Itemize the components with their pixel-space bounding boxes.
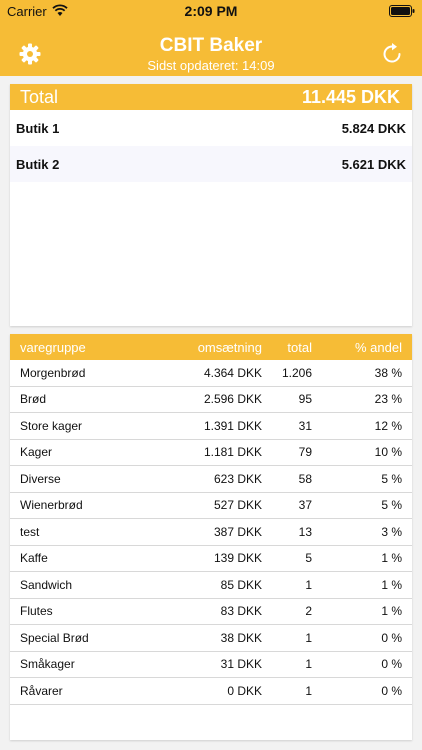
gear-icon[interactable] bbox=[18, 42, 42, 66]
cell-total: 2 bbox=[305, 604, 312, 619]
cell-share: 1 % bbox=[381, 551, 402, 566]
store-value: 5.621 DKK bbox=[341, 156, 406, 172]
product-group-table: varegruppe omsætning total % andel Morge… bbox=[10, 334, 412, 740]
last-updated-label: Sidst opdateret: 14:09 bbox=[147, 58, 275, 73]
cell-revenue: 85 DKK bbox=[220, 577, 262, 592]
cell-total: 95 bbox=[298, 392, 312, 407]
cell-revenue: 139 DKK bbox=[213, 551, 262, 566]
table-row[interactable]: Brød 2.596 DKK 95 23 % bbox=[10, 387, 412, 413]
table-row[interactable]: Råvarer 0 DKK 1 0 % bbox=[10, 678, 412, 705]
table-row[interactable]: Wienerbrød 527 DKK 37 5 % bbox=[10, 493, 412, 519]
total-label: Total bbox=[20, 86, 59, 107]
cell-total: 58 bbox=[298, 471, 312, 486]
cell-revenue: 387 DKK bbox=[213, 524, 262, 539]
store-name: Butik 1 bbox=[16, 120, 60, 136]
cell-revenue: 0 DKK bbox=[227, 683, 262, 698]
app-header: Carrier 2:09 PM CBIT Baker Sidst opdater… bbox=[0, 0, 422, 76]
cell-share: 1 % bbox=[381, 577, 402, 592]
cell-group: Flutes bbox=[20, 604, 53, 619]
cell-share: 0 % bbox=[381, 683, 402, 698]
cell-revenue: 31 DKK bbox=[220, 657, 262, 672]
column-header-revenue: omsætning bbox=[197, 339, 262, 355]
wifi-icon bbox=[52, 4, 68, 16]
cell-total: 1.206 bbox=[281, 365, 312, 380]
cell-share: 10 % bbox=[374, 445, 402, 460]
cell-revenue: 527 DKK bbox=[213, 498, 262, 513]
cell-revenue: 83 DKK bbox=[220, 604, 262, 619]
cell-total: 1 bbox=[305, 630, 312, 645]
table-row[interactable]: Sandwich 85 DKK 1 1 % bbox=[10, 572, 412, 599]
cell-group: Brød bbox=[20, 392, 47, 407]
store-value: 5.824 DKK bbox=[341, 120, 406, 136]
column-header-group: varegruppe bbox=[20, 339, 86, 355]
cell-share: 38 % bbox=[374, 365, 402, 380]
cell-total: 37 bbox=[298, 498, 312, 513]
column-header-total: total bbox=[287, 339, 312, 355]
cell-share: 0 % bbox=[381, 657, 402, 672]
table-header: varegruppe omsætning total % andel bbox=[10, 334, 412, 360]
table-row[interactable]: Kager 1.181 DKK 79 10 % bbox=[10, 440, 412, 466]
cell-total: 5 bbox=[305, 551, 312, 566]
cell-total: 79 bbox=[298, 445, 312, 460]
cell-share: 1 % bbox=[381, 604, 402, 619]
refresh-icon[interactable] bbox=[380, 42, 404, 66]
cell-total: 1 bbox=[305, 683, 312, 698]
cell-group: test bbox=[20, 524, 40, 539]
table-row[interactable]: Diverse 623 DKK 58 5 % bbox=[10, 466, 412, 493]
table-row[interactable]: test 387 DKK 13 3 % bbox=[10, 519, 412, 546]
status-bar: Carrier 2:09 PM bbox=[0, 0, 422, 22]
cell-total: 13 bbox=[298, 524, 312, 539]
cell-group: Kager bbox=[20, 445, 53, 460]
cell-revenue: 38 DKK bbox=[220, 630, 262, 645]
cell-revenue: 1.181 DKK bbox=[203, 445, 262, 460]
cell-revenue: 1.391 DKK bbox=[203, 418, 262, 433]
store-summary-card: Total 11.445 DKK Butik 1 5.824 DKK Butik… bbox=[10, 84, 412, 326]
cell-group: Diverse bbox=[20, 471, 61, 486]
total-value: 11.445 DKK bbox=[301, 86, 400, 107]
carrier-label: Carrier bbox=[7, 4, 47, 19]
table-row[interactable]: Store kager 1.391 DKK 31 12 % bbox=[10, 413, 412, 440]
cell-share: 0 % bbox=[381, 630, 402, 645]
cell-share: 12 % bbox=[374, 418, 402, 433]
cell-revenue: 623 DKK bbox=[213, 471, 262, 486]
cell-group: Sandwich bbox=[20, 577, 73, 592]
cell-share: 5 % bbox=[381, 471, 402, 486]
table-row[interactable]: Kaffe 139 DKK 5 1 % bbox=[10, 546, 412, 572]
battery-icon bbox=[389, 5, 415, 17]
cell-share: 23 % bbox=[374, 392, 402, 407]
cell-group: Kaffe bbox=[20, 551, 48, 566]
table-row[interactable]: Morgenbrød 4.364 DKK 1.206 38 % bbox=[10, 360, 412, 387]
cell-group: Morgenbrød bbox=[20, 365, 86, 380]
total-header: Total 11.445 DKK bbox=[10, 84, 412, 110]
cell-group: Råvarer bbox=[20, 683, 63, 698]
cell-revenue: 4.364 DKK bbox=[203, 365, 262, 380]
cell-group: Wienerbrød bbox=[20, 498, 83, 513]
cell-share: 5 % bbox=[381, 498, 402, 513]
cell-total: 1 bbox=[305, 577, 312, 592]
store-name: Butik 2 bbox=[16, 156, 60, 172]
cell-share: 3 % bbox=[381, 524, 402, 539]
cell-revenue: 2.596 DKK bbox=[203, 392, 262, 407]
status-time: 2:09 PM bbox=[184, 3, 238, 19]
cell-total: 1 bbox=[305, 657, 312, 672]
store-row-1[interactable]: Butik 1 5.824 DKK bbox=[10, 110, 412, 146]
cell-group: Special Brød bbox=[20, 630, 89, 645]
table-row[interactable]: Flutes 83 DKK 2 1 % bbox=[10, 599, 412, 625]
cell-total: 31 bbox=[298, 418, 312, 433]
page-title: CBIT Baker bbox=[159, 35, 263, 56]
table-row[interactable]: Småkager 31 DKK 1 0 % bbox=[10, 652, 412, 678]
store-row-2[interactable]: Butik 2 5.621 DKK bbox=[10, 146, 412, 182]
cell-group: Store kager bbox=[20, 418, 83, 433]
cell-group: Småkager bbox=[20, 657, 75, 672]
table-row[interactable]: Special Brød 38 DKK 1 0 % bbox=[10, 625, 412, 652]
column-header-share: % andel bbox=[355, 339, 402, 355]
